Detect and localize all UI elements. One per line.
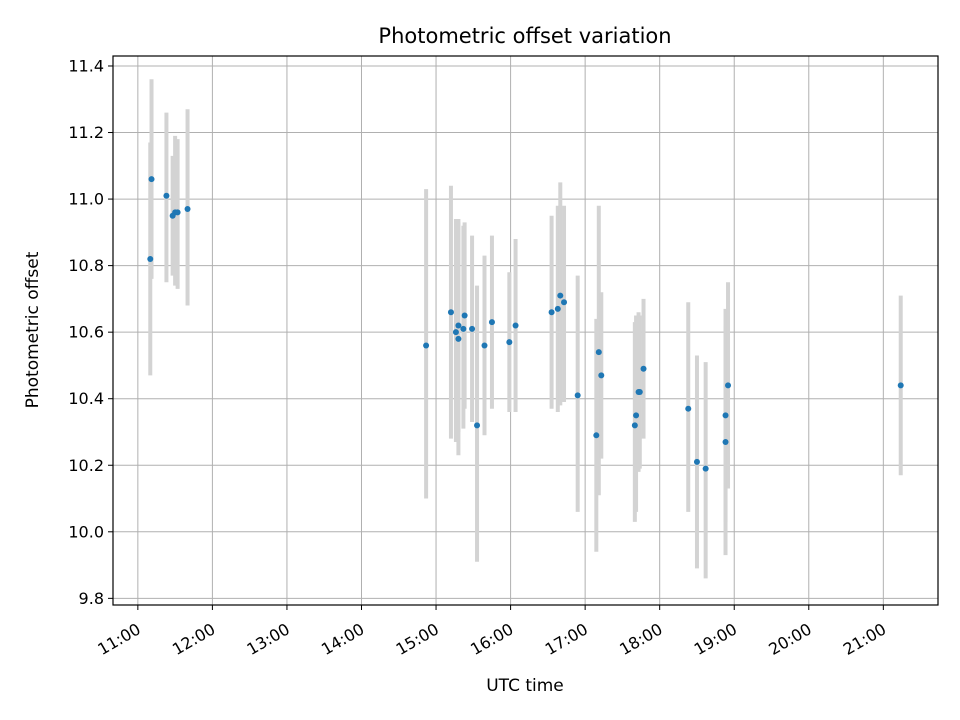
data-point: [474, 422, 481, 429]
data-point: [469, 325, 476, 332]
data-point: [595, 349, 602, 356]
chart-title: Photometric offset variation: [378, 24, 671, 48]
data-point: [147, 255, 154, 262]
data-point: [598, 372, 605, 379]
data-points: [147, 176, 904, 472]
y-axis-label: Photometric offset: [23, 251, 43, 408]
data-point: [488, 319, 495, 326]
data-point: [148, 176, 155, 183]
data-point: [461, 312, 468, 319]
data-point: [685, 405, 692, 412]
y-tick-label: 10.0: [68, 522, 104, 541]
data-point: [452, 329, 459, 336]
data-point: [423, 342, 430, 349]
data-point: [633, 412, 640, 419]
data-point: [636, 389, 643, 396]
data-point: [561, 299, 568, 306]
data-point: [460, 325, 467, 332]
data-point: [593, 432, 600, 439]
data-point: [640, 365, 647, 372]
data-point: [174, 209, 181, 216]
data-point: [722, 438, 729, 445]
data-point: [447, 309, 454, 316]
data-point: [455, 335, 462, 342]
data-point: [722, 412, 729, 419]
grid: [113, 56, 938, 605]
y-axis-ticks: 9.8 10.0 10.2 10.4 10.6 10.8 11.0 11.2 11.4: [68, 56, 113, 608]
data-point: [554, 305, 561, 312]
y-tick-label: 10.8: [68, 256, 104, 275]
data-point: [631, 422, 638, 429]
y-tick-label: 11.0: [68, 190, 104, 209]
data-point: [702, 465, 709, 472]
data-point: [557, 292, 564, 299]
data-point: [455, 322, 462, 329]
y-tick-label: 11.2: [68, 123, 104, 142]
data-point: [512, 322, 519, 329]
data-point: [693, 458, 700, 465]
y-tick-label: 11.4: [68, 56, 104, 75]
y-tick-label: 10.2: [68, 456, 104, 475]
data-point: [184, 206, 191, 213]
data-point: [163, 192, 170, 199]
data-point: [725, 382, 732, 389]
plot-frame: [112, 55, 939, 606]
data-point: [574, 392, 581, 399]
data-point: [897, 382, 904, 389]
y-tick-label: 10.4: [68, 389, 104, 408]
x-axis-label: UTC time: [486, 676, 564, 696]
y-tick-label: 9.8: [79, 589, 104, 608]
y-tick-label: 10.6: [68, 323, 104, 342]
data-point: [548, 309, 555, 316]
data-point: [506, 339, 513, 346]
data-point: [481, 342, 488, 349]
